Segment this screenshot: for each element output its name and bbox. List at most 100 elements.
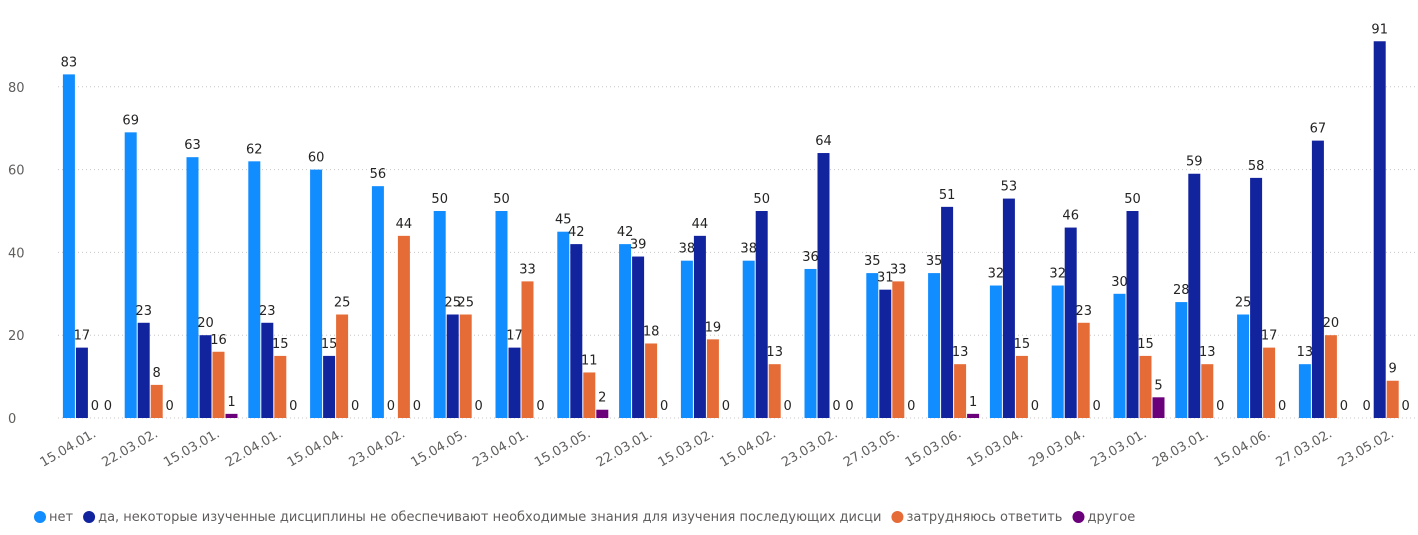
bar bbox=[1002, 198, 1015, 418]
x-tick-label: 27.03.05. bbox=[841, 426, 902, 470]
x-tick-label: 15.03.04. bbox=[965, 426, 1026, 470]
x-tick-label: 15.04.02. bbox=[717, 426, 778, 470]
bar bbox=[1237, 314, 1250, 418]
value-label: 56 bbox=[370, 167, 387, 182]
value-label: 0 bbox=[722, 399, 730, 414]
bar bbox=[557, 231, 570, 418]
value-label: 42 bbox=[617, 225, 634, 240]
x-tick-label: 29.03.04. bbox=[1026, 426, 1087, 470]
value-label: 0 bbox=[166, 399, 174, 414]
value-label: 1 bbox=[969, 395, 977, 410]
value-label: 35 bbox=[864, 254, 881, 269]
value-label: 13 bbox=[952, 345, 969, 360]
bar bbox=[1175, 302, 1188, 418]
y-tick-label: 60 bbox=[8, 164, 25, 179]
x-tick-label: 15.04.01. bbox=[38, 426, 99, 470]
bar bbox=[225, 413, 238, 418]
value-label: 16 bbox=[210, 333, 227, 348]
value-label: 25 bbox=[334, 296, 351, 311]
value-label: 32 bbox=[1049, 267, 1066, 282]
value-label: 8 bbox=[153, 366, 161, 381]
bar bbox=[989, 285, 1002, 418]
bar bbox=[879, 289, 892, 418]
x-tick-label: 15.03.02. bbox=[656, 426, 717, 470]
bar bbox=[768, 364, 781, 418]
bar bbox=[261, 322, 274, 418]
bar bbox=[446, 314, 459, 418]
value-label: 69 bbox=[122, 113, 139, 128]
value-label: 28 bbox=[1173, 283, 1190, 298]
value-label: 15 bbox=[321, 337, 338, 352]
legend-marker bbox=[1072, 511, 1085, 523]
value-label: 25 bbox=[1235, 296, 1252, 311]
value-label: 33 bbox=[519, 262, 536, 277]
legend-label: да, некоторые изученные дисциплины не об… bbox=[98, 510, 881, 525]
value-label: 0 bbox=[845, 399, 853, 414]
x-tick-label: 23.03.01. bbox=[1088, 426, 1149, 470]
value-label: 0 bbox=[104, 399, 112, 414]
bar bbox=[1152, 397, 1165, 418]
bar bbox=[954, 364, 967, 418]
bar bbox=[62, 74, 75, 418]
value-label: 23 bbox=[135, 304, 152, 319]
value-label: 0 bbox=[351, 399, 359, 414]
x-tick-label: 23.05.02. bbox=[1335, 426, 1396, 470]
x-tick-label: 15.04.04. bbox=[285, 426, 346, 470]
legend-marker bbox=[891, 511, 904, 523]
value-label: 23 bbox=[1075, 304, 1092, 319]
value-label: 0 bbox=[413, 399, 421, 414]
bar bbox=[1386, 380, 1399, 418]
x-tick-label: 15.03.01. bbox=[161, 426, 222, 470]
value-label: 50 bbox=[431, 192, 448, 207]
bar bbox=[804, 268, 817, 418]
legend-label: затрудняюсь ответить bbox=[906, 510, 1062, 525]
value-label: 0 bbox=[660, 399, 668, 414]
bar bbox=[967, 413, 980, 418]
x-tick-label: 23.04.01. bbox=[470, 426, 531, 470]
value-label: 63 bbox=[184, 138, 201, 153]
value-label: 59 bbox=[1186, 155, 1203, 170]
value-label: 44 bbox=[396, 217, 413, 232]
value-label: 45 bbox=[555, 213, 572, 228]
y-tick-label: 0 bbox=[8, 412, 16, 427]
value-label: 18 bbox=[643, 324, 660, 339]
bar bbox=[274, 355, 287, 418]
bar bbox=[693, 235, 706, 418]
value-label: 0 bbox=[289, 399, 297, 414]
bar bbox=[495, 211, 508, 418]
value-label: 0 bbox=[907, 399, 915, 414]
value-label: 0 bbox=[784, 399, 792, 414]
bar bbox=[199, 335, 212, 418]
bar bbox=[150, 384, 163, 418]
legend-marker bbox=[34, 511, 46, 523]
value-label: 38 bbox=[679, 242, 696, 257]
bar bbox=[1263, 347, 1276, 418]
value-label: 0 bbox=[1363, 399, 1371, 414]
bar bbox=[596, 409, 609, 418]
value-label: 32 bbox=[988, 267, 1005, 282]
value-label: 25 bbox=[444, 296, 461, 311]
value-label: 1 bbox=[227, 395, 235, 410]
value-label: 13 bbox=[766, 345, 783, 360]
value-label: 50 bbox=[1124, 192, 1141, 207]
value-label: 31 bbox=[877, 271, 894, 286]
bar bbox=[680, 260, 693, 418]
value-label: 25 bbox=[457, 296, 474, 311]
bar bbox=[1113, 293, 1126, 418]
value-label: 62 bbox=[246, 142, 263, 157]
value-label: 0 bbox=[1216, 399, 1224, 414]
bar bbox=[521, 281, 534, 418]
value-label: 15 bbox=[1137, 337, 1154, 352]
bar bbox=[1311, 140, 1324, 418]
value-label: 60 bbox=[308, 151, 325, 166]
value-label: 0 bbox=[832, 399, 840, 414]
x-tick-label: 27.03.02. bbox=[1274, 426, 1335, 470]
bar bbox=[1373, 41, 1386, 418]
bar bbox=[1077, 322, 1090, 418]
value-label: 58 bbox=[1248, 159, 1265, 174]
value-label: 50 bbox=[753, 192, 770, 207]
y-tick-label: 20 bbox=[8, 329, 25, 344]
value-label: 44 bbox=[692, 217, 709, 232]
value-label: 46 bbox=[1062, 209, 1079, 224]
legend-label: другое bbox=[1087, 510, 1135, 525]
